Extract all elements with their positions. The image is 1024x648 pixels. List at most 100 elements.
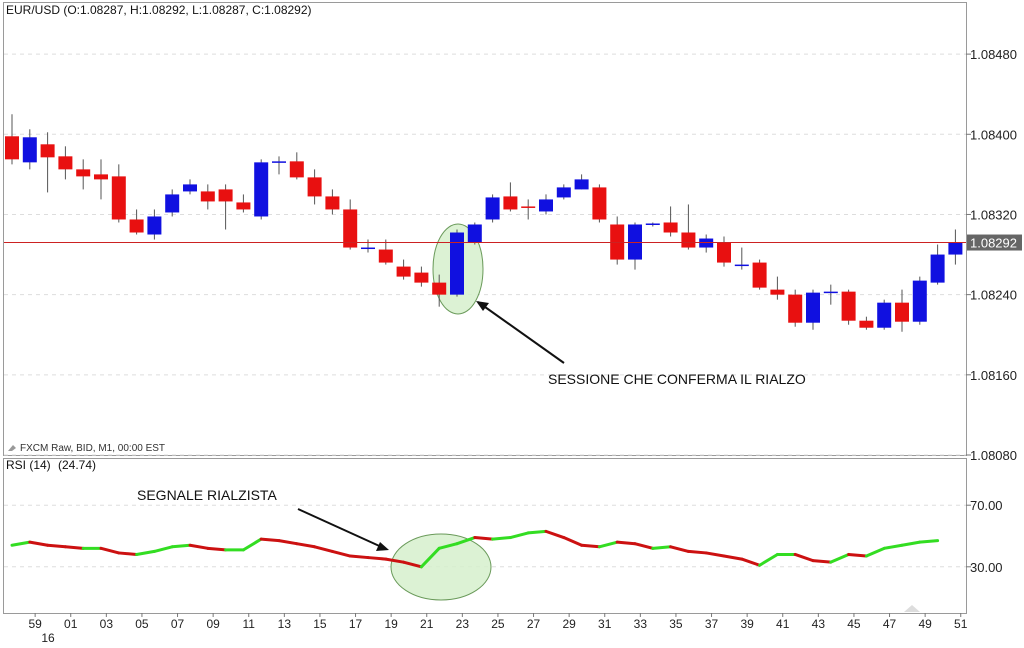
rsi-segment-down (847, 552, 868, 558)
candle-body-down (610, 224, 625, 260)
candle-body-down (752, 262, 767, 288)
candle-body-down (841, 291, 856, 321)
rsi-segment-down (473, 536, 495, 541)
rsi-segment-up (419, 546, 441, 569)
rsi-segment-down (562, 536, 584, 547)
candle-body-down (289, 161, 304, 178)
candle-body-up (645, 223, 660, 225)
rsi-segment-down (28, 540, 50, 547)
candle-body-down (5, 136, 19, 160)
candle-body-down (521, 206, 536, 208)
rsi-segment-up (491, 536, 512, 541)
rsi-axis: 30.00 70.00 (966, 498, 1003, 575)
candle-body-up (183, 184, 197, 192)
candle-body-down (40, 144, 55, 158)
candle-body-up (272, 161, 286, 163)
rsi-segment-up (900, 540, 922, 547)
candle-body-down (94, 174, 108, 180)
rsi-segment-up (241, 537, 263, 552)
rsi-segment-down (633, 542, 655, 550)
candle-body-up (467, 224, 482, 243)
candle-body-up (574, 179, 589, 190)
candle-body-up (485, 197, 500, 220)
rsi-segment-up (597, 540, 619, 549)
rsi-segment-up (829, 552, 851, 564)
candle-body-up (734, 264, 749, 267)
candle-body-down (717, 242, 731, 263)
current-price-label: 1.08292 (970, 236, 1017, 251)
candle-body-up (539, 199, 553, 212)
current-price-tag: 1.08292 (967, 234, 1022, 251)
rsi-segment-up (10, 540, 32, 547)
rsi-title: RSI (14) (6, 458, 51, 472)
rsi-segment-up (864, 546, 886, 558)
feed-icon (8, 445, 16, 451)
price-tick-label: 1.08160 (970, 368, 1017, 383)
time-tick-label: 05 (135, 617, 149, 631)
time-tick-label: 11 (243, 617, 256, 631)
candle-body-down (592, 187, 607, 220)
rsi-segment-down (330, 549, 352, 558)
rsi-segment-down (277, 539, 299, 546)
time-tick-label: 13 (278, 617, 292, 631)
price-tick-label: 1.08320 (970, 207, 1017, 222)
candle-body-down (681, 232, 696, 248)
time-tick-label: 33 (634, 617, 648, 631)
time-tick-label: 03 (100, 617, 114, 631)
rsi-value-label: (24.74) (58, 458, 96, 472)
candle-body-up (948, 242, 963, 255)
time-tick-label: 21 (420, 617, 434, 631)
time-tick-label: 51 (954, 617, 968, 631)
candle-body-up (450, 232, 464, 295)
candle-body-down (200, 191, 215, 202)
candle-body-up (912, 280, 927, 322)
rsi-panel-frame (3, 458, 967, 614)
candle-body-down (236, 202, 251, 210)
candle-body-down (218, 189, 233, 202)
scroll-marker-icon[interactable] (904, 605, 920, 612)
rsi-annotation-arrowhead (376, 542, 389, 551)
time-tick-label: 37 (705, 617, 719, 631)
candle-body-down (663, 222, 678, 233)
candle-body-down (76, 169, 91, 177)
time-tick-label: 47 (883, 617, 897, 631)
candle-body-down (859, 320, 874, 328)
rsi-segment-down (722, 554, 744, 561)
rsi-segment-down (704, 551, 726, 558)
candle-body-down (432, 282, 447, 295)
price-annotation-arrow (477, 301, 565, 364)
candle-body-up (165, 194, 180, 213)
candle-body-up (254, 162, 269, 217)
rsi-segment-up (918, 539, 940, 544)
candle-body-up (147, 216, 162, 235)
rsi-segment-down (63, 545, 85, 550)
rsi-segment-up (152, 545, 174, 553)
rsi-segment-up (508, 531, 530, 540)
candle-body-up (361, 247, 375, 250)
time-tick-label: 49 (918, 617, 932, 631)
rsi-segment-down (259, 537, 281, 543)
time-tick-label: 15 (313, 617, 327, 631)
rsi-segment-down (686, 549, 708, 555)
candle-body-down (788, 294, 803, 323)
price-grid (4, 53, 966, 456)
candle-body-down (111, 176, 126, 220)
rsi-segment-down (384, 557, 406, 564)
time-tick-label: 09 (206, 617, 220, 631)
rsi-segment-down (206, 546, 228, 552)
candle-body-up (823, 291, 838, 294)
rsi-segment-down (811, 559, 833, 564)
time-tick-label: 35 (669, 617, 683, 631)
candle-body-down (58, 156, 73, 170)
price-tick-label: 1.08400 (970, 127, 1017, 142)
rsi-highlight-ellipse (390, 533, 492, 601)
x-axis-date-label: 16 (41, 631, 55, 645)
symbol-ohlc-header: EUR/USD (O:1.08287, H:1.08292, L:1.08287… (6, 3, 312, 17)
price-axis: 1.08080 1.08160 1.08240 1.08320 1.08400 1.084… (966, 47, 1017, 463)
rsi-tick-label: 30.00 (970, 560, 1003, 575)
rsi-segment-down (348, 554, 370, 560)
rsi-segment-down (615, 540, 637, 546)
time-tick-label: 41 (776, 617, 790, 631)
rsi-segment-down (117, 551, 139, 556)
